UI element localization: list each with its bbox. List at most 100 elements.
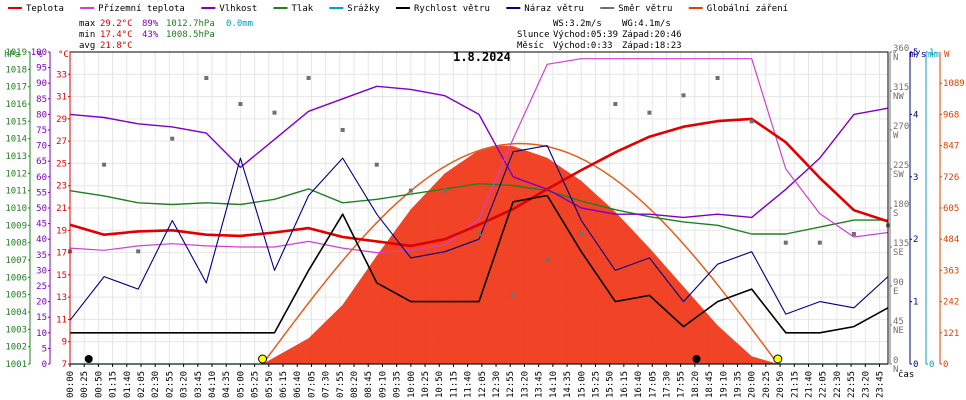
y-axes: 1001100210031004100510061007100810091010… [5, 44, 964, 375]
wind-direction-point [749, 119, 754, 124]
direction-axis-unit: ° [892, 50, 897, 60]
sun-set: Západ:20:46 [622, 30, 682, 40]
x-tick-label: 18:20 [691, 371, 701, 398]
stat-min-hum: 43% [142, 30, 159, 40]
sun-set-marker [773, 354, 783, 364]
x-tick-label: 13:45 [535, 371, 545, 398]
humidity-tick-label: 50 [36, 204, 47, 214]
wind-direction-point [238, 102, 243, 106]
x-tick-label: 20:50 [776, 371, 786, 398]
pressure-tick-label: 1011 [5, 187, 27, 197]
pressure-tick-label: 1013 [5, 152, 27, 162]
x-tick-label: 04:10 [208, 371, 218, 398]
humidity-tick-label: 60 [36, 173, 47, 183]
humidity-tick-label: 5 [42, 344, 47, 354]
legend-label: Vlhkost [219, 4, 257, 14]
stats-block: max 29.2°C 89% 1012.7hPa 0.0mm min 17.4°… [79, 19, 253, 51]
radiation-tick-label: 847 [943, 142, 959, 152]
wind-axis-unit: m/s [910, 50, 926, 60]
temperature-tick-label: 31 [56, 93, 67, 103]
wind-direction-point [306, 76, 311, 80]
direction-tick-label: 135 [893, 239, 909, 249]
humidity-tick-label: 25 [36, 282, 47, 292]
sun-rise-marker [258, 354, 268, 364]
wind-gust-line [69, 145, 889, 321]
x-tick-label: 07:30 [322, 371, 332, 398]
x-tick-label: 09:35 [393, 371, 403, 398]
stat-avg-temp: 21.8°C [100, 41, 133, 51]
stat-max-temp: 29.2°C [100, 19, 133, 29]
wind-tick-label: 0 [913, 360, 918, 370]
temperature-tick-label: 33 [56, 70, 67, 80]
x-tick-label: 17:55 [677, 371, 687, 398]
wind-direction-point [477, 232, 481, 236]
humidity-tick-label: 15 [36, 313, 47, 323]
moon-rise: Východ:0:33 [553, 41, 613, 51]
wind-direction-point [442, 188, 447, 193]
x-tick-label: 05:00 [236, 371, 246, 398]
radiation-tick-label: 968 [943, 110, 959, 120]
pressure-tick-label: 1007 [5, 256, 27, 266]
direction-tick-label: 90 [893, 278, 904, 288]
legend-label: Tlak [292, 4, 314, 14]
moon-set-marker [692, 355, 701, 363]
pressure-tick-label: 1008 [5, 239, 27, 249]
wind-tick-label: 2 [913, 235, 918, 245]
x-tick-label: 00:00 [66, 371, 76, 398]
radiation-tick-label: 121 [943, 329, 959, 339]
humidity-tick-label: 90 [36, 79, 47, 89]
humidity-tick-label: 35 [36, 251, 47, 261]
radiation-tick-label: 605 [943, 204, 959, 214]
pressure-tick-label: 1014 [5, 135, 27, 145]
x-tick-label: 06:15 [279, 371, 289, 398]
x-tick-label: 09:10 [378, 371, 388, 398]
sun-rise: Východ:05:39 [553, 30, 618, 40]
x-tick-label: 14:35 [563, 371, 573, 398]
x-tick-label: 15:50 [606, 371, 616, 398]
humidity-tick-label: 0 [42, 360, 47, 370]
wind-direction-point [851, 232, 856, 236]
x-tick-label: 10:00 [407, 371, 417, 398]
humidity-tick-label: 65 [36, 157, 47, 167]
x-tick-label: 04:35 [222, 371, 232, 398]
x-tick-label: 02:30 [151, 371, 161, 398]
humidity-tick-label: 45 [36, 220, 47, 230]
pressure-tick-label: 1006 [5, 273, 27, 283]
x-tick-label: 14:10 [549, 371, 559, 398]
radiation-tick-label: 0 [943, 360, 948, 370]
x-tick-label: 03:45 [194, 371, 204, 398]
x-tick-label: 05:25 [251, 371, 261, 398]
legend-label: Náraz větru [524, 4, 584, 14]
x-tick-label: 16:40 [634, 371, 644, 398]
wind-direction-point [374, 162, 379, 167]
stat-avg-label: avg [79, 41, 95, 51]
x-tick-label: 10:50 [435, 371, 445, 398]
radiation-tick-label: 1089 [943, 79, 965, 89]
x-tick-label: 18:45 [705, 371, 715, 398]
direction-tick-label: 270 [893, 122, 909, 132]
wind-tick-label: 3 [913, 173, 918, 183]
astro-markers [84, 354, 783, 364]
legend-label: Rychlost větru [414, 4, 490, 14]
x-tick-label: 12:30 [492, 371, 502, 398]
direction-tick-label: 315 [893, 83, 909, 93]
x-tick-label: 19:10 [719, 371, 729, 398]
astro-info: WS:3.2m/s WG:4.1m/s Slunce Východ:05:39 … [517, 19, 682, 51]
humidity-tick-label: 10 [36, 329, 47, 339]
sun-label: Slunce [517, 30, 550, 40]
x-tick-label: 10:25 [421, 371, 431, 398]
x-axis-label: čas [898, 369, 914, 380]
radiation-axis-unit: W [944, 50, 950, 60]
humidity-tick-label: 55 [36, 188, 47, 198]
wind-direction-point [408, 188, 413, 193]
rain-axis-unit: mm [928, 50, 939, 60]
x-tick-label: 08:20 [350, 371, 360, 398]
temperature-tick-label: 15 [56, 271, 67, 281]
radiation-area [261, 142, 778, 365]
temperature-tick-label: 7 [62, 360, 67, 370]
x-tick-label: 20:00 [748, 371, 758, 398]
stat-min-press: 1008.5hPa [166, 30, 215, 40]
pressure-tick-label: 1018 [5, 65, 27, 75]
humidity-line [69, 85, 889, 219]
